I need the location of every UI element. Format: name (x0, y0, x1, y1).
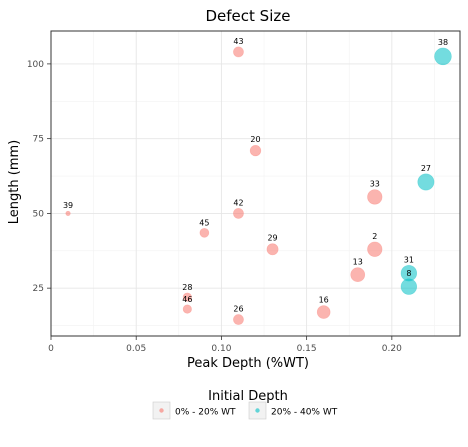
point-label-2: 2 (372, 232, 377, 241)
point-label-33: 33 (370, 180, 380, 189)
legend-key-marker (159, 408, 164, 413)
point-label-29: 29 (267, 234, 277, 243)
x-tick-label: 0.05 (126, 344, 146, 354)
point-label-20: 20 (250, 135, 260, 144)
chart-title: Defect Size (206, 7, 291, 25)
data-point-20 (249, 144, 262, 157)
point-label-27: 27 (421, 164, 431, 173)
point-label-26: 26 (233, 304, 243, 313)
data-point-16 (316, 305, 331, 319)
panel-border (50, 30, 461, 337)
point-label-45: 45 (199, 218, 209, 227)
point-label-28: 28 (182, 283, 192, 292)
x-tick-label: 0.10 (211, 344, 231, 354)
data-point-46 (182, 304, 192, 314)
legend-key-marker (255, 408, 260, 413)
data-point-33 (367, 189, 383, 205)
data-point-2 (367, 241, 383, 257)
data-point-29 (266, 243, 279, 256)
data-point-43 (233, 46, 244, 58)
legend-entry-label: 20% - 40% WT (271, 408, 338, 418)
data-point-39 (65, 210, 71, 216)
data-point-38 (434, 47, 452, 66)
data-point-28 (182, 292, 192, 302)
data-point-26 (233, 314, 244, 325)
point-label-43: 43 (233, 37, 243, 46)
legend-title: Initial Depth (208, 389, 288, 404)
plot-panel (51, 31, 460, 336)
y-tick-label: 75 (33, 135, 44, 145)
point-label-38: 38 (438, 38, 448, 47)
point-label-31: 31 (404, 255, 414, 264)
data-point-27 (417, 173, 435, 191)
y-tick-label: 25 (33, 284, 44, 294)
point-label-16: 16 (319, 296, 329, 305)
data-point-42 (233, 208, 244, 219)
x-tick-label: 0.20 (382, 344, 402, 354)
x-axis-label: Peak Depth (%WT) (187, 356, 309, 371)
point-label-8: 8 (406, 269, 411, 278)
y-tick-label: 50 (33, 209, 45, 219)
x-tick-label: 0.15 (297, 344, 317, 354)
x-tick-label: 0 (48, 344, 54, 354)
data-point-45 (199, 228, 210, 238)
y-tick-label: 100 (27, 60, 44, 70)
point-label-39: 39 (63, 201, 73, 210)
data-point-8 (400, 278, 418, 295)
y-axis-label: Length (mm) (7, 140, 22, 224)
data-point-13 (350, 267, 366, 283)
point-label-46: 46 (182, 295, 192, 304)
point-label-42: 42 (233, 198, 243, 207)
point-label-13: 13 (353, 258, 363, 267)
legend-entry-label: 0% - 20% WT (175, 408, 236, 418)
